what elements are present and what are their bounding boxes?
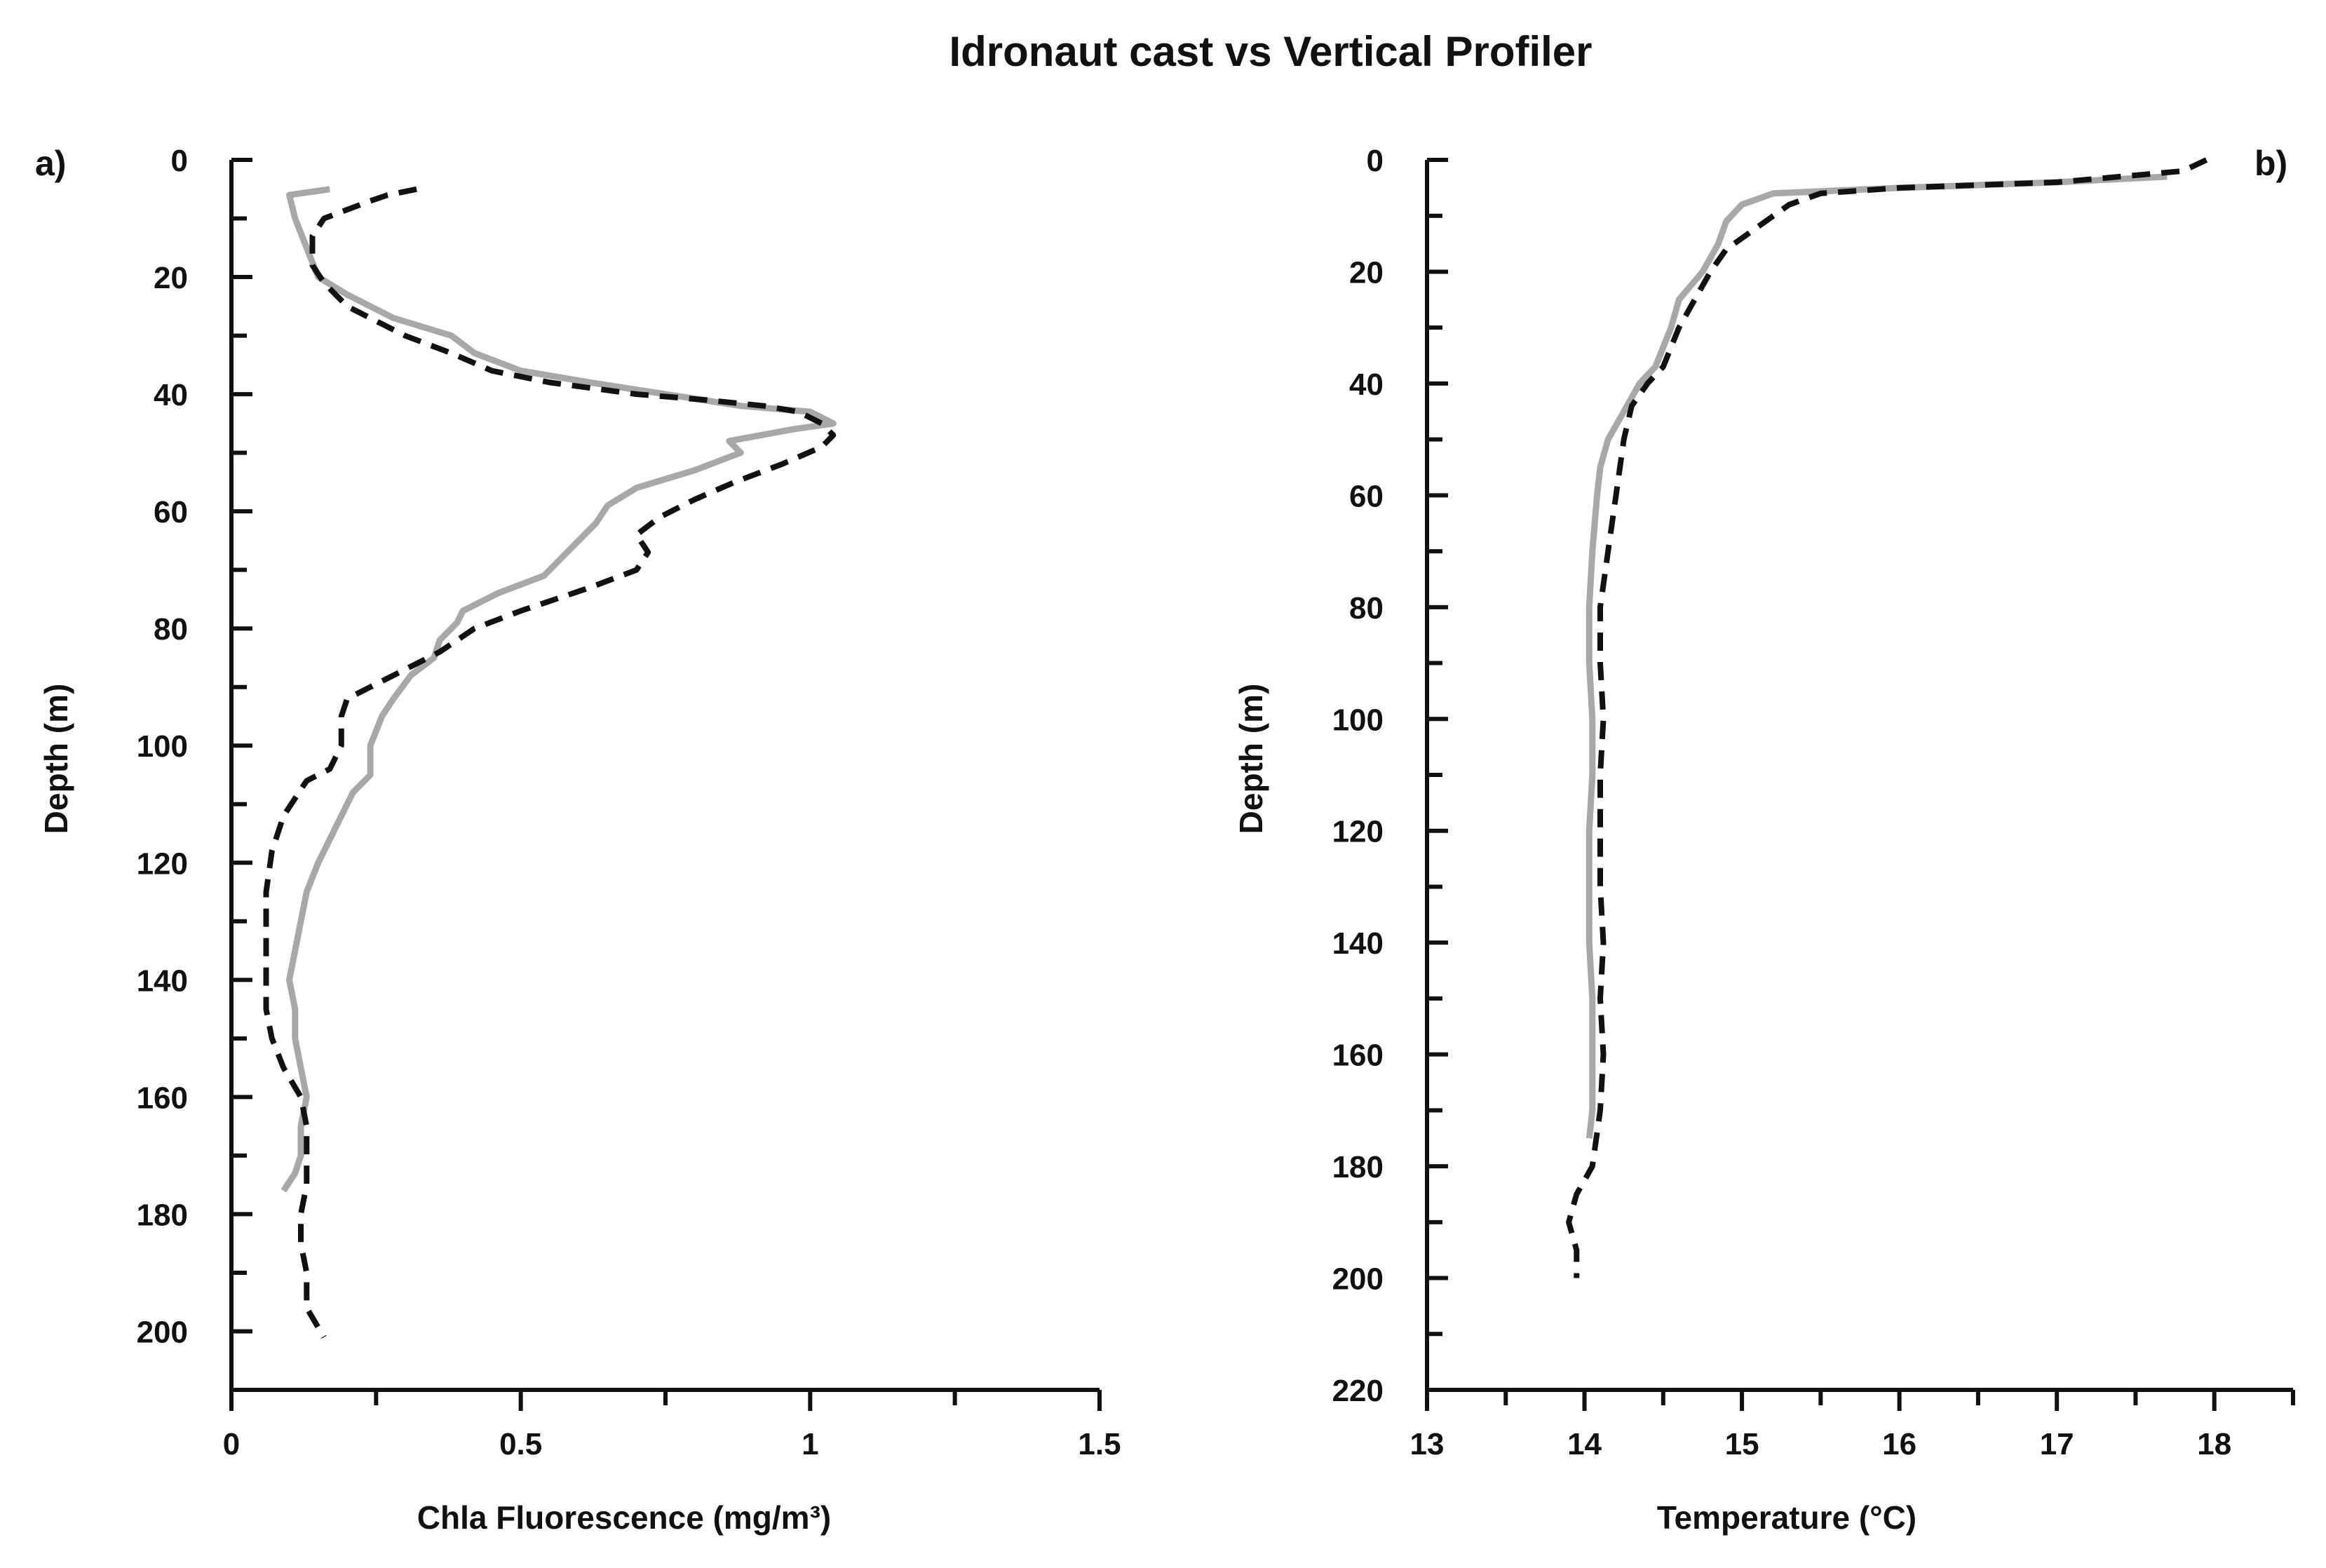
panel-b-label: b) xyxy=(2254,144,2287,183)
panel-b-y-tick-label: 140 xyxy=(1332,926,1384,961)
panel-b-x-tick-label: 14 xyxy=(1567,1427,1602,1461)
panel-a-y-axis-title: Depth (m) xyxy=(38,684,74,834)
panel-b-ticks xyxy=(1425,158,2295,1411)
panel-b-x-axis-title: Temperature (°C) xyxy=(1657,1499,1916,1536)
panel-a-series-vertical-profiler xyxy=(280,186,837,1193)
panel-a-y-tick-label: 0 xyxy=(171,144,188,178)
panel-b-tick-labels: 0 20 40 60 80 100 120 140 160 180 200 220 13 14 15 16 17… xyxy=(1332,144,2232,1461)
panel-b-y-tick-label: 40 xyxy=(1349,367,1384,402)
panel-b-y-tick-label: 20 xyxy=(1349,255,1384,290)
panel-a-x-axis-title: Chla Fluorescence (mg/m³) xyxy=(417,1499,831,1536)
panel-b-y-tick-label: 80 xyxy=(1349,591,1384,626)
panel-b-series-vertical-profiler xyxy=(1585,173,2168,1139)
panel-a-y-tick-label: 120 xyxy=(137,846,188,881)
panel-a-series-idronaut-cast xyxy=(263,186,837,1339)
panel-a-y-tick-label: 60 xyxy=(154,495,188,529)
panel-a-y-tick-label: 20 xyxy=(154,261,188,295)
panel-b-y-tick-label: 60 xyxy=(1349,479,1384,513)
panel-a-ticks xyxy=(229,158,1102,1411)
panel-b-temperature: b) Temperature (°C) Depth (m) 0 20 40 60 80 1… xyxy=(1233,144,2295,1536)
panel-b-y-tick-label: 180 xyxy=(1332,1150,1384,1184)
panel-b-x-tick-label: 18 xyxy=(2197,1427,2231,1461)
panel-b-x-tick-label: 15 xyxy=(1725,1427,1759,1461)
panel-a-y-tick-label: 180 xyxy=(137,1198,188,1232)
panel-b-series xyxy=(1566,157,2208,1278)
panel-b-y-tick-label: 0 xyxy=(1367,144,1384,178)
panel-a-x-tick-label: 0.5 xyxy=(499,1427,542,1461)
panel-a-y-tick-label: 140 xyxy=(137,964,188,998)
panel-b-y-tick-label: 100 xyxy=(1332,703,1384,737)
panel-b-x-tick-label: 17 xyxy=(2040,1427,2074,1461)
panel-a-tick-labels: 0 20 40 60 80 100 120 140 160 180 200 0 0.5 1 1.5 xyxy=(137,144,1121,1461)
panel-a-x-tick-label: 0 xyxy=(223,1427,240,1461)
panel-b-series-idronaut-cast xyxy=(1566,157,2208,1278)
panel-b-x-tick-label: 16 xyxy=(1882,1427,1916,1461)
panel-a-y-tick-label: 40 xyxy=(154,378,188,412)
panel-b-x-tick-label: 13 xyxy=(1410,1427,1445,1461)
panel-a-series xyxy=(263,186,837,1339)
panel-a-label: a) xyxy=(35,144,66,183)
chart-title: Idronaut cast vs Vertical Profiler xyxy=(949,28,1592,75)
panel-b-y-tick-label: 160 xyxy=(1332,1039,1384,1073)
panel-a-x-tick-label: 1.5 xyxy=(1078,1427,1121,1461)
panel-b-y-tick-label: 200 xyxy=(1332,1262,1384,1297)
panel-b-y-tick-label: 220 xyxy=(1332,1374,1384,1408)
panel-a-x-tick-label: 1 xyxy=(802,1427,818,1461)
panel-a-y-tick-label: 80 xyxy=(154,612,188,647)
panel-a-y-tick-label: 160 xyxy=(137,1081,188,1115)
panel-a-y-tick-label: 100 xyxy=(137,729,188,764)
panel-a-chla: a) Chla Fluorescence (mg/m³) Depth (m) 0… xyxy=(35,144,1121,1536)
panel-b-y-tick-label: 120 xyxy=(1332,815,1384,849)
panel-b-axes xyxy=(1425,160,2293,1392)
panel-a-y-tick-label: 200 xyxy=(137,1315,188,1349)
panel-b-y-axis-title: Depth (m) xyxy=(1233,684,1269,834)
panel-a-axes xyxy=(229,160,1100,1392)
